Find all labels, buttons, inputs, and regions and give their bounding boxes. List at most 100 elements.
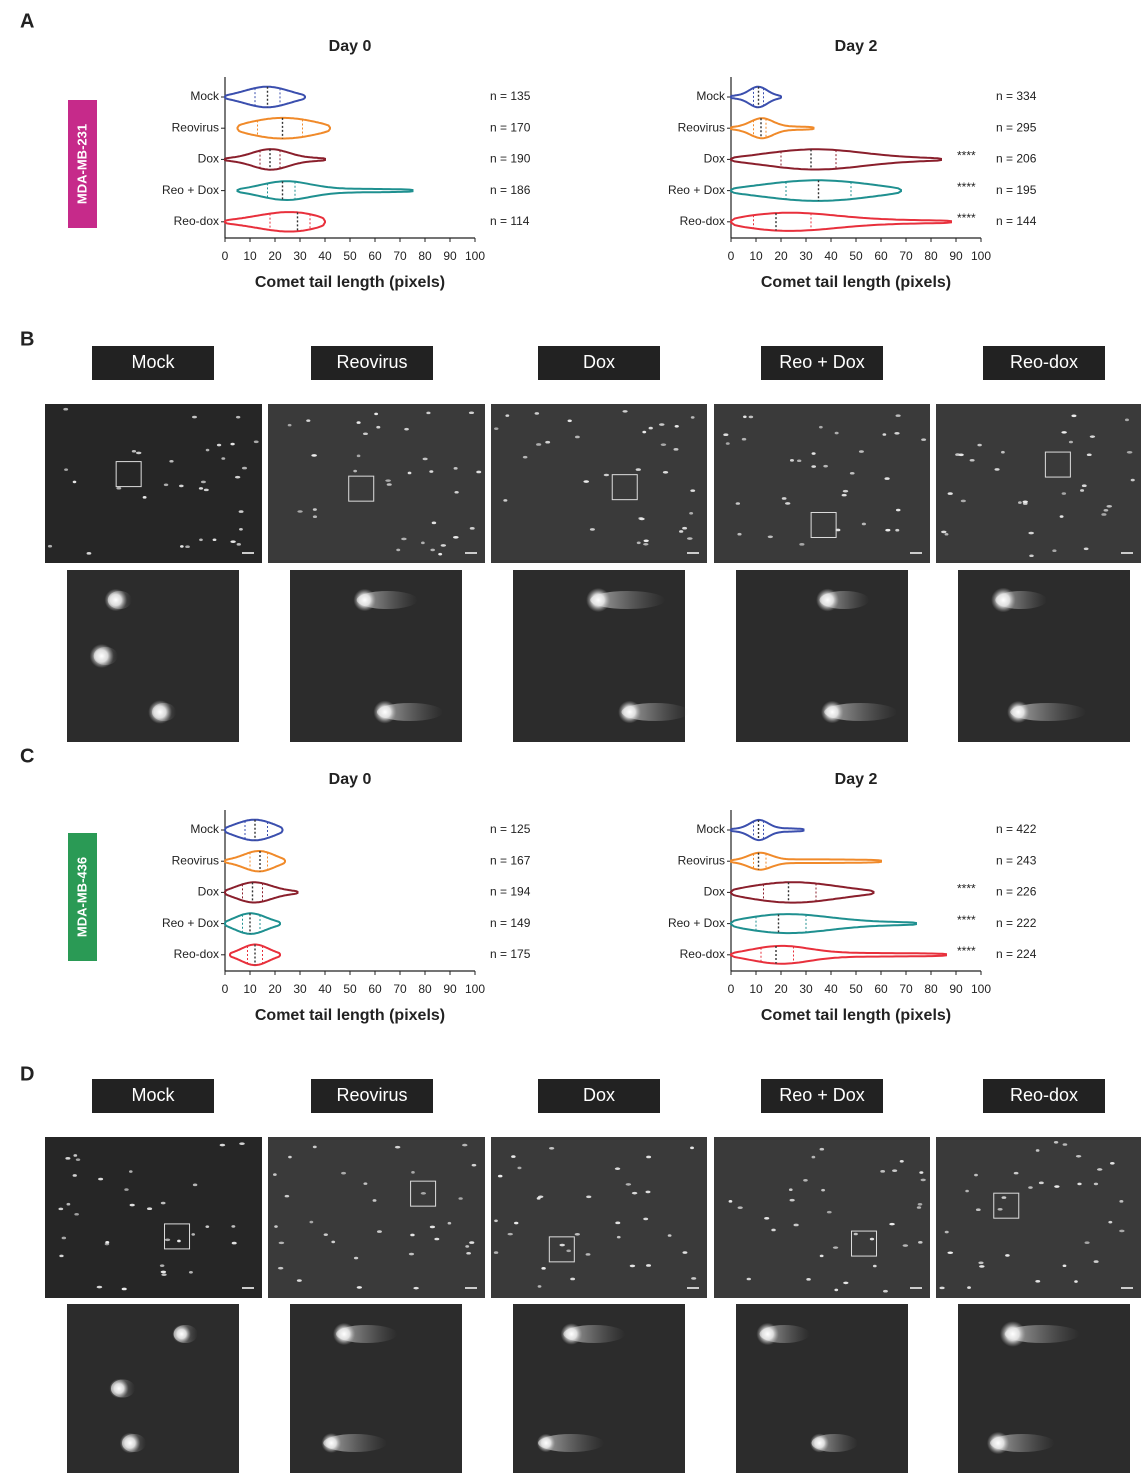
category-label: Dox [198,885,219,899]
comet-head [333,1323,355,1345]
comet-dot [122,1288,127,1291]
comet-dot [385,479,391,482]
comet-dot [794,1224,799,1227]
comet-dot [586,1195,591,1198]
zoom-image [513,570,689,742]
comet-dot [939,1287,944,1290]
comet-dot [309,1221,313,1224]
x-tick-label: 90 [949,982,963,996]
comet-dot [545,441,550,444]
comet-dot [854,1233,858,1236]
x-tick-label: 30 [293,249,307,263]
significance: **** [957,882,976,896]
violin [731,914,916,933]
comet-dot [288,1156,292,1159]
comet-dot [217,444,221,447]
comet-dot [590,528,595,531]
chart-title: Day 0 [329,771,372,788]
comet-dot [377,1230,382,1233]
comet-dot [132,450,136,453]
n-label: n = 170 [490,120,531,134]
x-tick-label: 90 [949,249,963,263]
comet-dot [313,515,317,518]
comet-dot [1014,1172,1019,1175]
violin [225,913,280,934]
n-label: n = 226 [996,885,1037,899]
comet-dot [237,543,241,546]
comet-dot [1108,1221,1112,1224]
comet-dot [834,1289,838,1292]
comet-dot [638,517,643,520]
comet-dot [1094,1260,1099,1263]
comet-dot [644,539,649,542]
comet-dot [199,487,203,490]
comet-dot [239,1142,245,1145]
comet-dot [236,416,240,419]
comet-dot [1063,1264,1067,1267]
comet-dot [1080,489,1084,492]
comet-dot [820,1255,824,1258]
comet-dot [945,533,949,536]
comet-dot [76,1158,80,1161]
comet-dot [889,1223,894,1226]
comet-dot [204,489,209,492]
category-label: Reo + Dox [162,916,219,930]
comet-dot [668,1234,672,1237]
comet-dot [160,1264,164,1267]
x-tick-label: 90 [443,249,457,263]
condition-label: Reo + Dox [779,352,865,372]
comet-dot [806,1278,811,1281]
comet-dot [472,1164,477,1167]
comet-dot [230,443,234,446]
comet-dot [682,1251,687,1254]
n-label: n = 222 [996,916,1037,930]
x-tick-label: 50 [849,249,863,263]
comet-dot [821,1189,825,1192]
comet-dot [1119,1230,1124,1233]
condition-label: Dox [583,1085,615,1105]
comet-dot [180,545,184,548]
comet-dot [682,527,687,530]
x-tick-label: 30 [799,982,813,996]
n-label: n = 422 [996,822,1037,836]
comet-dot [221,457,225,460]
comet-dot [63,408,68,411]
comet-dot [917,1206,921,1209]
comet-head [991,588,1016,613]
x-tick-label: 50 [343,982,357,996]
n-label: n = 334 [996,89,1037,103]
x-tick-label: 100 [971,982,991,996]
zoom-image [290,570,462,742]
n-label: n = 175 [490,947,531,961]
comet-dot [421,542,425,545]
image-background [45,1137,262,1298]
comet-dot [179,485,184,488]
zoom-image [736,570,908,742]
category-label: Reo + Dox [162,183,219,197]
comet-dot [570,1278,575,1281]
comet-dot [687,537,693,540]
comet-dot [538,1285,542,1288]
comet-dot [1002,1196,1007,1199]
comet-head [353,589,376,612]
field-image [45,1137,262,1298]
x-tick-label: 30 [293,982,307,996]
x-tick-label: 0 [222,249,229,263]
comet-dot [242,467,247,470]
comet-dot [771,1229,775,1232]
comet-dot [129,1170,133,1173]
comet-dot [646,1156,651,1159]
comet-dot [62,1237,66,1240]
x-tick-label: 10 [243,982,257,996]
n-label: n = 194 [490,885,531,899]
comet-dot [401,538,406,541]
x-tick-label: 60 [368,249,382,263]
significance: **** [957,149,976,163]
category-label: Reo + Dox [668,916,725,930]
comet-dot [690,1147,694,1150]
zoom-image [67,570,239,742]
comet-head [109,1379,128,1398]
n-label: n = 190 [490,152,531,166]
comet-dot [165,1239,170,1242]
comet-dot [65,1157,70,1160]
